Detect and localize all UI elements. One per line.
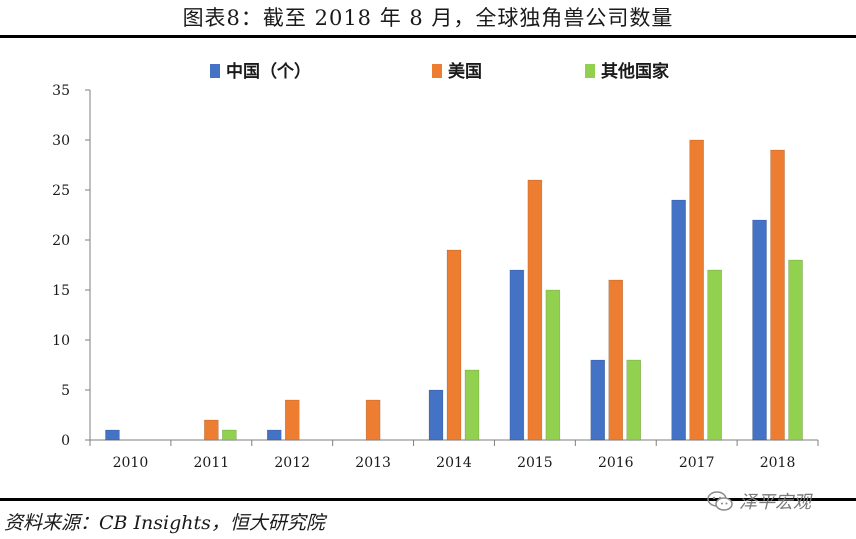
bottom-rule [0, 498, 856, 501]
bar-2014-1 [446, 249, 462, 441]
chart-legend: 中国（个） 美国 其他国家 [210, 61, 669, 82]
bar-2018-1 [770, 149, 785, 441]
y-tick-label: 20 [52, 233, 70, 249]
legend-swatch-1 [432, 64, 442, 78]
legend-swatch-0 [210, 64, 220, 78]
watermark-text: 泽平宏观 [739, 492, 811, 513]
bar-2016-2 [626, 359, 642, 441]
bar-2015-0 [509, 269, 525, 441]
top-rule [0, 35, 856, 38]
y-tick-label: 0 [61, 433, 70, 449]
bar-2015-2 [545, 289, 561, 441]
x-tick-label: 2012 [274, 455, 310, 471]
x-tick-label: 2010 [113, 455, 149, 471]
y-tick-label: 35 [52, 83, 70, 99]
x-tick-label: 2016 [598, 455, 634, 471]
x-tick-label: 2011 [194, 455, 230, 471]
legend-label-0: 中国（个） [226, 61, 311, 82]
bar-2017-0 [671, 199, 686, 441]
y-tick-label: 30 [52, 133, 70, 149]
bar-2011-1 [204, 419, 219, 441]
y-tick-label: 15 [52, 283, 70, 299]
bar-2016-1 [608, 279, 624, 441]
bar-2012-0 [266, 429, 282, 441]
bar-2018-0 [752, 219, 767, 441]
x-tick-label: 2018 [760, 455, 796, 471]
bar-2016-0 [590, 359, 606, 441]
legend-label-2: 其他国家 [601, 61, 669, 82]
legend-label-1: 美国 [448, 61, 482, 82]
y-tick-label: 10 [52, 333, 70, 349]
bar-2014-0 [428, 389, 444, 441]
bar-2018-2 [788, 259, 803, 441]
bars [105, 139, 803, 441]
x-tick-label: 2014 [436, 455, 472, 471]
x-axis: 2010 2011 2012 2013 2014 2015 2016 2017 2018 [89, 439, 819, 471]
bar-2011-2 [222, 429, 237, 441]
bar-2015-1 [527, 179, 543, 441]
bar-2014-2 [464, 369, 480, 441]
legend-swatch-2 [585, 64, 595, 78]
chart-title: 图表8：截至 2018 年 8 月，全球独角兽公司数量 [182, 6, 674, 30]
source-note: 资料来源：CB Insights，恒大研究院 [4, 512, 325, 534]
y-tick-label: 25 [52, 183, 70, 199]
bar-2013-1 [365, 399, 381, 441]
bar-2012-1 [284, 399, 300, 441]
x-tick-label: 2013 [355, 455, 391, 471]
wechat-icon [707, 491, 733, 511]
watermark: 泽平宏观 [707, 489, 811, 513]
x-tick-label: 2017 [679, 455, 715, 471]
y-axis: 0 5 10 15 20 25 30 35 [52, 83, 91, 449]
y-tick-label: 5 [61, 383, 70, 399]
bar-2010-0 [105, 429, 120, 441]
bar-2017-1 [689, 139, 704, 441]
x-tick-label: 2015 [517, 455, 553, 471]
bar-2017-2 [707, 269, 722, 441]
